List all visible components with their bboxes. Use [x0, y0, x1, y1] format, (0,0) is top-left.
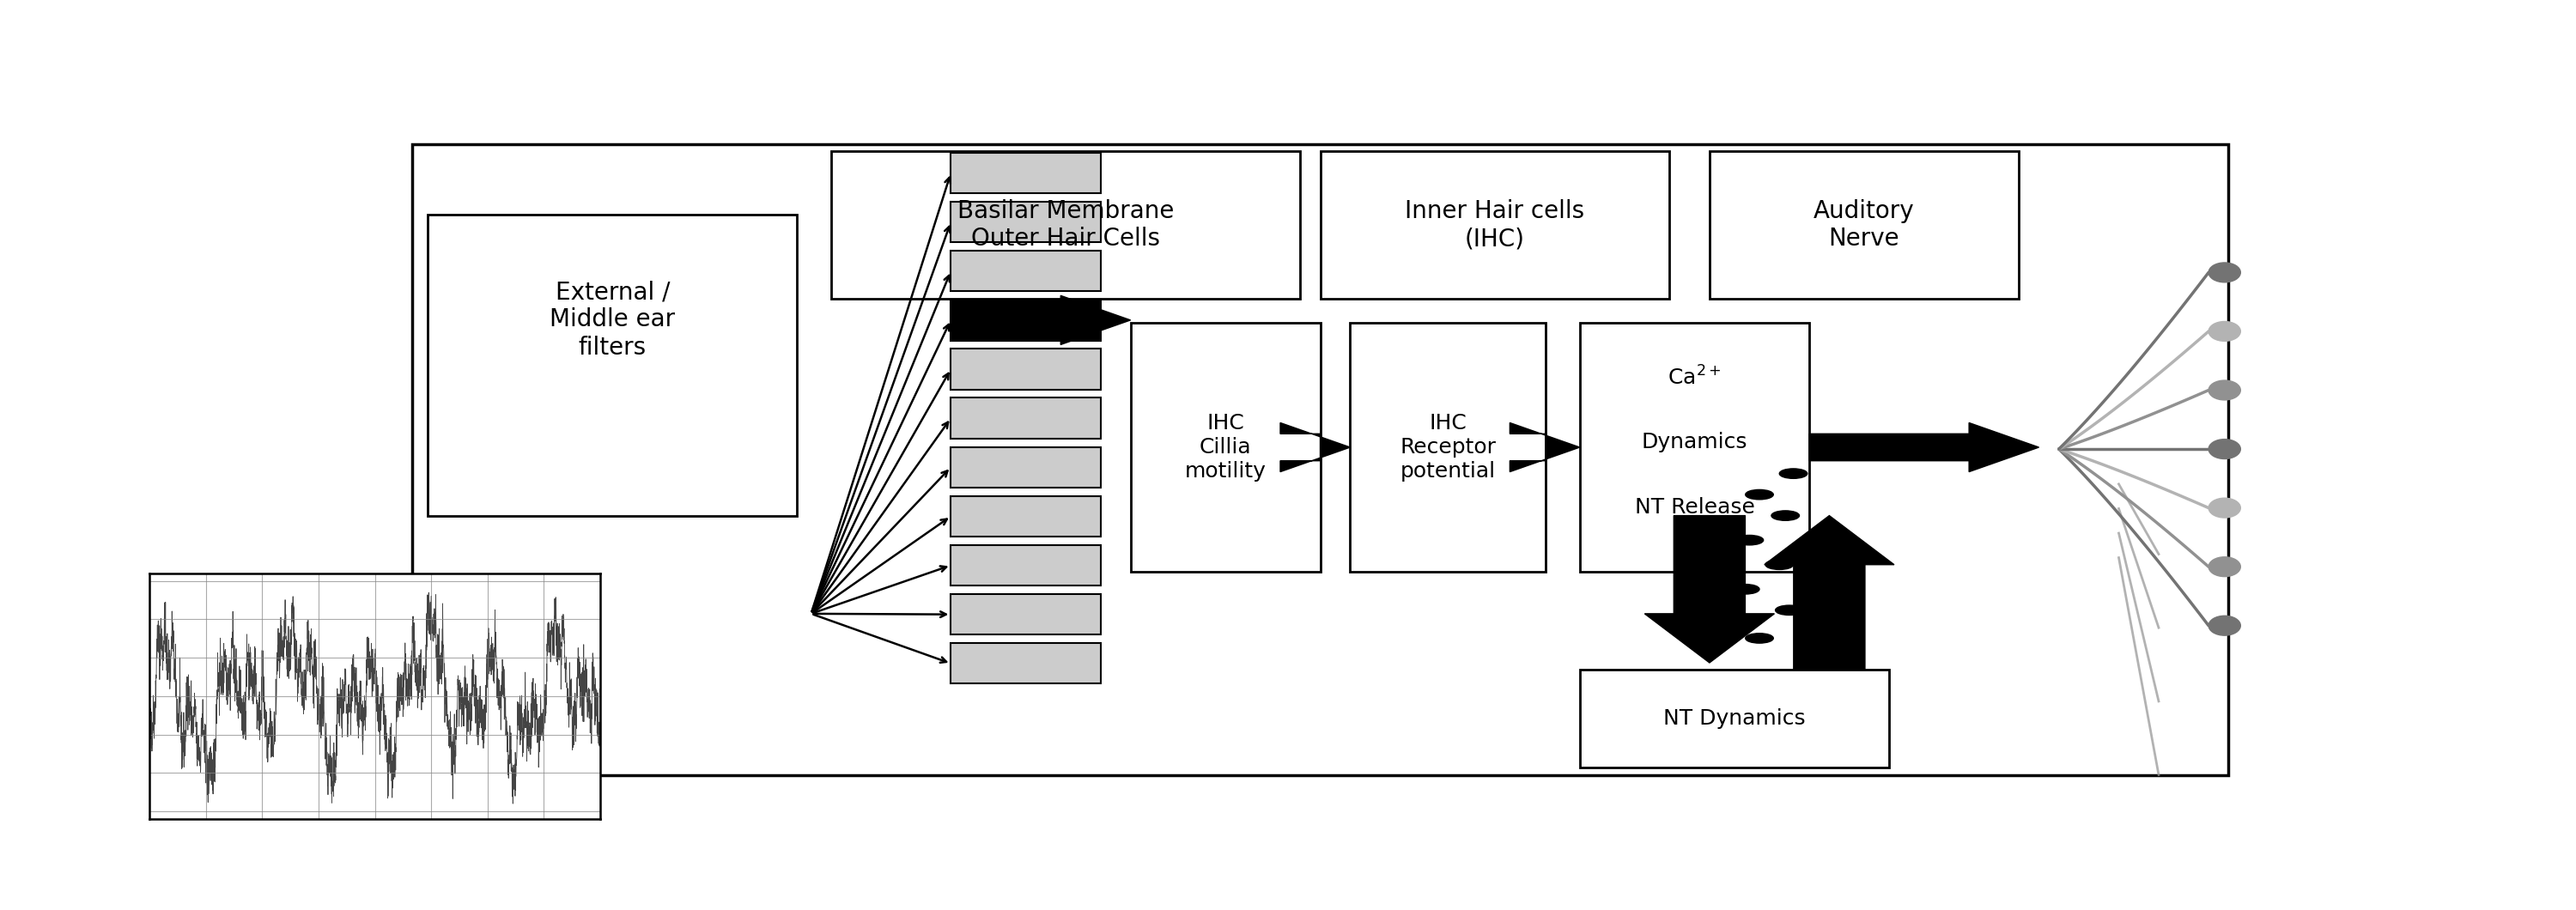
Ellipse shape	[2208, 263, 2241, 282]
Bar	[951, 545, 1100, 586]
Bar	[428, 215, 796, 516]
Ellipse shape	[2208, 616, 2241, 635]
Circle shape	[1780, 469, 1808, 479]
Text: NT Release: NT Release	[1633, 497, 1754, 517]
Polygon shape	[1510, 423, 1579, 471]
Ellipse shape	[2208, 380, 2241, 400]
Bar	[1579, 323, 1808, 571]
Bar	[1131, 323, 1319, 571]
Circle shape	[1765, 560, 1793, 570]
Bar	[951, 496, 1100, 537]
Text: Inner Hair cells
(IHC): Inner Hair cells (IHC)	[1404, 199, 1584, 251]
Polygon shape	[1280, 423, 1350, 471]
Bar	[1579, 670, 1888, 768]
Bar	[951, 349, 1100, 389]
Polygon shape	[1808, 423, 2040, 471]
Bar	[951, 643, 1100, 683]
Polygon shape	[1643, 516, 1775, 662]
Ellipse shape	[2208, 440, 2241, 459]
Ellipse shape	[2208, 498, 2241, 518]
Bar	[951, 447, 1100, 488]
Bar	[951, 251, 1100, 291]
Circle shape	[1747, 633, 1772, 643]
Text: Ca$^{2+}$: Ca$^{2+}$	[1667, 366, 1721, 389]
Polygon shape	[1061, 296, 1131, 345]
Bar	[951, 202, 1100, 242]
Bar	[951, 594, 1100, 635]
Ellipse shape	[2208, 557, 2241, 577]
Bar	[951, 153, 1100, 193]
Circle shape	[1772, 511, 1798, 521]
Bar	[1350, 323, 1546, 571]
Bar	[951, 299, 1100, 340]
Text: IHC
Cillia
motility: IHC Cillia motility	[1185, 413, 1267, 481]
Circle shape	[1747, 490, 1772, 500]
Text: IHC
Receptor
potential: IHC Receptor potential	[1399, 413, 1497, 481]
Text: Auditory
Nerve: Auditory Nerve	[1814, 199, 1914, 251]
Bar	[832, 151, 1301, 298]
Circle shape	[1731, 584, 1759, 594]
Ellipse shape	[2208, 321, 2241, 341]
Circle shape	[1775, 605, 1803, 615]
Bar	[1710, 151, 2020, 298]
Text: External /
Middle ear
filters: External / Middle ear filters	[549, 280, 675, 359]
Bar	[1319, 151, 1669, 298]
Text: Dynamics: Dynamics	[1641, 432, 1747, 452]
Bar	[951, 398, 1100, 439]
Circle shape	[1736, 535, 1765, 545]
Text: Basilar Membrane
Outer Hair Cells: Basilar Membrane Outer Hair Cells	[958, 199, 1175, 251]
Text: NT Dynamics: NT Dynamics	[1664, 709, 1806, 729]
Polygon shape	[1765, 516, 1893, 670]
